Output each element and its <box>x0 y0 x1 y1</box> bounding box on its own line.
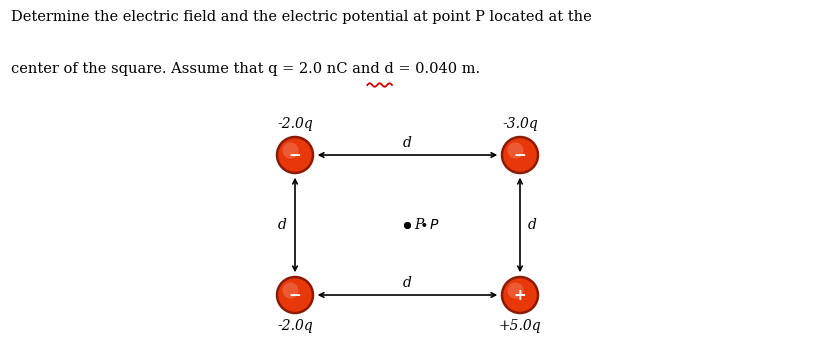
Text: P: P <box>414 218 423 232</box>
Text: -2.0q: -2.0q <box>277 319 313 333</box>
Circle shape <box>277 137 313 173</box>
Text: −: − <box>288 288 301 303</box>
Text: -3.0q: -3.0q <box>501 117 537 131</box>
Text: -2.0q: -2.0q <box>277 117 313 131</box>
Text: Determine the electric field and the electric potential at point P located at th: Determine the electric field and the ele… <box>11 10 590 24</box>
Text: d: d <box>527 218 536 232</box>
Text: d: d <box>278 218 287 232</box>
Text: d: d <box>403 276 411 290</box>
Text: +5.0q: +5.0q <box>498 319 541 333</box>
Text: center of the square. Assume that q = 2.0 nC and d = 0.040 m.: center of the square. Assume that q = 2.… <box>11 62 479 76</box>
Text: $\bullet\,P$: $\bullet\,P$ <box>419 218 441 232</box>
Circle shape <box>507 142 523 159</box>
Circle shape <box>501 137 537 173</box>
Circle shape <box>282 142 298 159</box>
Circle shape <box>282 282 298 299</box>
Text: d: d <box>403 136 411 150</box>
Circle shape <box>501 277 537 313</box>
Text: −: − <box>288 147 301 162</box>
Text: −: − <box>513 147 526 162</box>
Text: +: + <box>513 288 526 303</box>
Circle shape <box>507 282 523 299</box>
Circle shape <box>277 277 313 313</box>
